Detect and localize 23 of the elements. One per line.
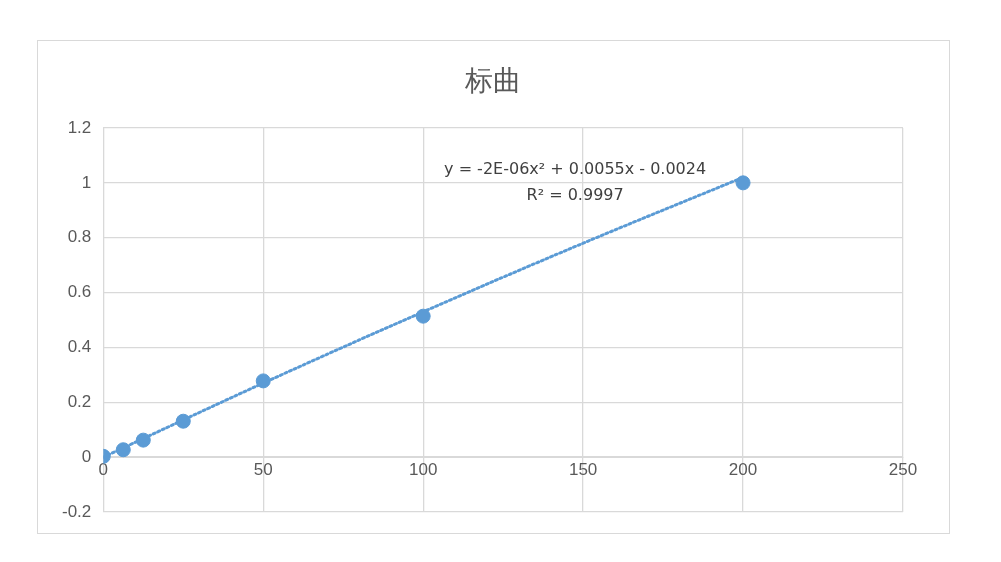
x-tick-label: 100 xyxy=(408,460,438,480)
point xyxy=(175,413,191,429)
y-tick-label: -0.2 xyxy=(62,501,92,521)
x-tick-label: 50 xyxy=(253,460,273,480)
y-tick-label: 0.6 xyxy=(67,282,92,302)
y-tick-label: 0.8 xyxy=(67,227,92,247)
y-tick-label: 0 xyxy=(81,446,92,466)
annotation: y = -2E-06x² + 0.0055x - 0.0024 xyxy=(444,159,707,178)
y-tick-label: 0.4 xyxy=(67,337,92,357)
x-tick-label: 200 xyxy=(728,460,758,480)
point xyxy=(115,442,131,458)
x-tick-label: 250 xyxy=(888,460,918,480)
chart-title: 标曲 xyxy=(464,63,522,99)
point xyxy=(415,308,431,324)
y-tick-label: 1 xyxy=(81,172,92,192)
point xyxy=(135,432,151,448)
point xyxy=(735,175,751,191)
point xyxy=(255,373,271,389)
y-tick-label: 1.2 xyxy=(67,117,92,137)
annotation: R² = 0.9997 xyxy=(526,185,624,204)
x-tick-label: 0 xyxy=(98,460,109,480)
x-tick-label: 150 xyxy=(568,460,598,480)
y-tick-label: 0.2 xyxy=(67,391,92,411)
